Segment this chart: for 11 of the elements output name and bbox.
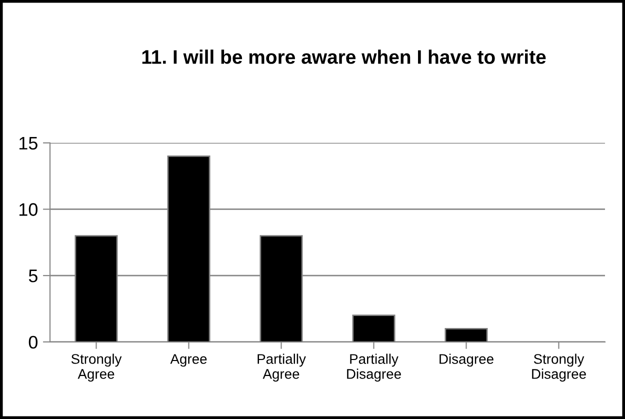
x-tick-label: Partially Disagree [347, 354, 401, 382]
x-tick-label: Agree [170, 354, 207, 367]
y-tick-label: 5 [28, 270, 38, 282]
y-tick-label: 10 [19, 203, 38, 216]
chart-title: 11. I will be more aware when I have to write [142, 50, 546, 64]
x-tick-label: Partially Agree [258, 354, 306, 382]
x-tick-label: Strongly Agree [71, 354, 122, 382]
x-tick-label: Strongly Disagree [532, 354, 586, 382]
y-tick-label: 0 [28, 336, 38, 349]
x-tick-label: Disagree [440, 354, 494, 367]
y-tick-label: 15 [19, 137, 38, 150]
